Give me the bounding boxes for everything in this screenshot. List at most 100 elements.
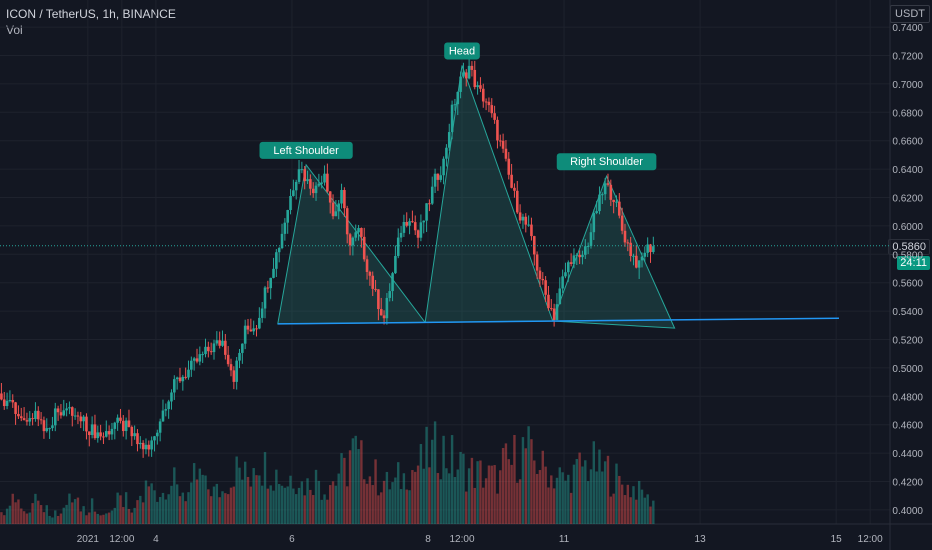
candle-body bbox=[547, 294, 550, 309]
candle-body bbox=[130, 426, 134, 437]
candle-body bbox=[518, 212, 522, 221]
volume-bar bbox=[90, 498, 94, 524]
volume-bar bbox=[238, 467, 241, 524]
candle-body bbox=[249, 329, 253, 332]
candle-body bbox=[354, 232, 358, 238]
volume-bar bbox=[73, 499, 77, 524]
candle-body bbox=[623, 230, 627, 243]
candle-body bbox=[348, 234, 352, 246]
volume-bar bbox=[187, 492, 190, 524]
volume-bar bbox=[516, 482, 519, 524]
price-tick-label: 0.5200 bbox=[892, 336, 923, 347]
volume-bar bbox=[326, 499, 329, 524]
candle-body bbox=[476, 85, 479, 88]
pattern-label[interactable]: Right Shoulder bbox=[570, 156, 643, 168]
volume-bar bbox=[167, 494, 170, 524]
candle-body bbox=[207, 346, 210, 352]
candle-body bbox=[221, 340, 224, 346]
volume-bar bbox=[507, 459, 510, 524]
volume-bar bbox=[127, 508, 131, 524]
candle-body bbox=[127, 420, 131, 427]
candle-body bbox=[340, 190, 343, 204]
volume-bar bbox=[221, 491, 224, 524]
candle-body bbox=[0, 393, 3, 400]
volume-bar bbox=[414, 471, 417, 524]
candle-body bbox=[532, 236, 536, 255]
candle-body bbox=[181, 376, 185, 382]
candle-body bbox=[643, 252, 647, 257]
candle-body bbox=[263, 287, 267, 309]
currency-label[interactable]: USDT bbox=[890, 5, 930, 23]
candle-body bbox=[377, 289, 380, 310]
volume-bar bbox=[300, 481, 304, 524]
volume-bar bbox=[85, 515, 88, 524]
pattern-label-box[interactable] bbox=[556, 153, 657, 171]
candle-body bbox=[524, 216, 528, 225]
neckline[interactable] bbox=[277, 317, 839, 325]
volume-bar bbox=[235, 456, 238, 524]
volume-bar bbox=[269, 485, 272, 524]
candle-body bbox=[598, 194, 601, 212]
volume-bar bbox=[96, 513, 99, 524]
candle-body bbox=[360, 228, 363, 237]
volume-bar bbox=[329, 485, 332, 524]
volume-indicator-label[interactable]: Vol bbox=[6, 23, 23, 37]
volume-bar bbox=[209, 496, 213, 524]
candle-body bbox=[173, 379, 176, 393]
volume-bar bbox=[465, 491, 468, 524]
candle-body bbox=[311, 188, 315, 194]
volume-bar bbox=[422, 468, 425, 524]
candle-body bbox=[371, 275, 375, 289]
candle-body bbox=[73, 415, 77, 417]
candle-body bbox=[235, 360, 238, 382]
candle-body bbox=[45, 428, 49, 432]
symbol-title[interactable]: ICON / TetherUS, 1h, BINANCE bbox=[6, 7, 176, 21]
time-tick-label: 8 bbox=[425, 534, 431, 545]
candle-body bbox=[56, 408, 60, 413]
volume-bar bbox=[320, 499, 323, 524]
volume-bar bbox=[178, 496, 182, 524]
candle-body bbox=[504, 148, 508, 159]
candle-body bbox=[351, 237, 355, 246]
candle-body bbox=[229, 364, 233, 371]
bar-countdown: 24:11 bbox=[897, 256, 930, 270]
candle-body bbox=[459, 76, 462, 92]
volume-bar bbox=[139, 495, 142, 524]
volume-bar bbox=[626, 484, 630, 524]
pattern-label[interactable]: Head bbox=[449, 45, 475, 57]
volume-bar bbox=[93, 511, 97, 524]
volume-bar bbox=[48, 515, 51, 524]
volume-bar bbox=[297, 487, 301, 524]
candle-body bbox=[470, 65, 474, 70]
volume-bar bbox=[493, 465, 496, 524]
volume-bar bbox=[51, 517, 54, 524]
volume-bar bbox=[425, 426, 428, 524]
volume-bar bbox=[391, 482, 394, 524]
candle-body bbox=[595, 211, 598, 214]
candle-body bbox=[59, 412, 63, 416]
candle-body bbox=[456, 91, 460, 105]
candle-body bbox=[11, 400, 15, 403]
candle-body bbox=[153, 436, 156, 441]
volume-bar bbox=[3, 515, 6, 524]
candle-body bbox=[464, 72, 468, 79]
volume-bar bbox=[385, 471, 389, 524]
volume-bar bbox=[408, 490, 411, 524]
volume-bar bbox=[294, 494, 298, 524]
candle-body bbox=[65, 408, 68, 411]
volume-bar bbox=[538, 470, 542, 524]
pattern-label-box[interactable] bbox=[444, 42, 480, 60]
candle-body bbox=[48, 428, 51, 430]
candle-body bbox=[601, 194, 604, 196]
volume-bar bbox=[124, 492, 128, 524]
candle-body bbox=[575, 254, 579, 256]
candle-body bbox=[104, 431, 108, 437]
price-tick-label: 0.4200 bbox=[892, 478, 923, 489]
volume-bar bbox=[31, 503, 34, 524]
volume-bar bbox=[615, 463, 618, 524]
pattern-label-box[interactable] bbox=[259, 141, 353, 159]
volume-bar bbox=[351, 438, 355, 524]
pattern-label[interactable]: Left Shoulder bbox=[273, 145, 339, 157]
volume-bar bbox=[598, 449, 601, 524]
